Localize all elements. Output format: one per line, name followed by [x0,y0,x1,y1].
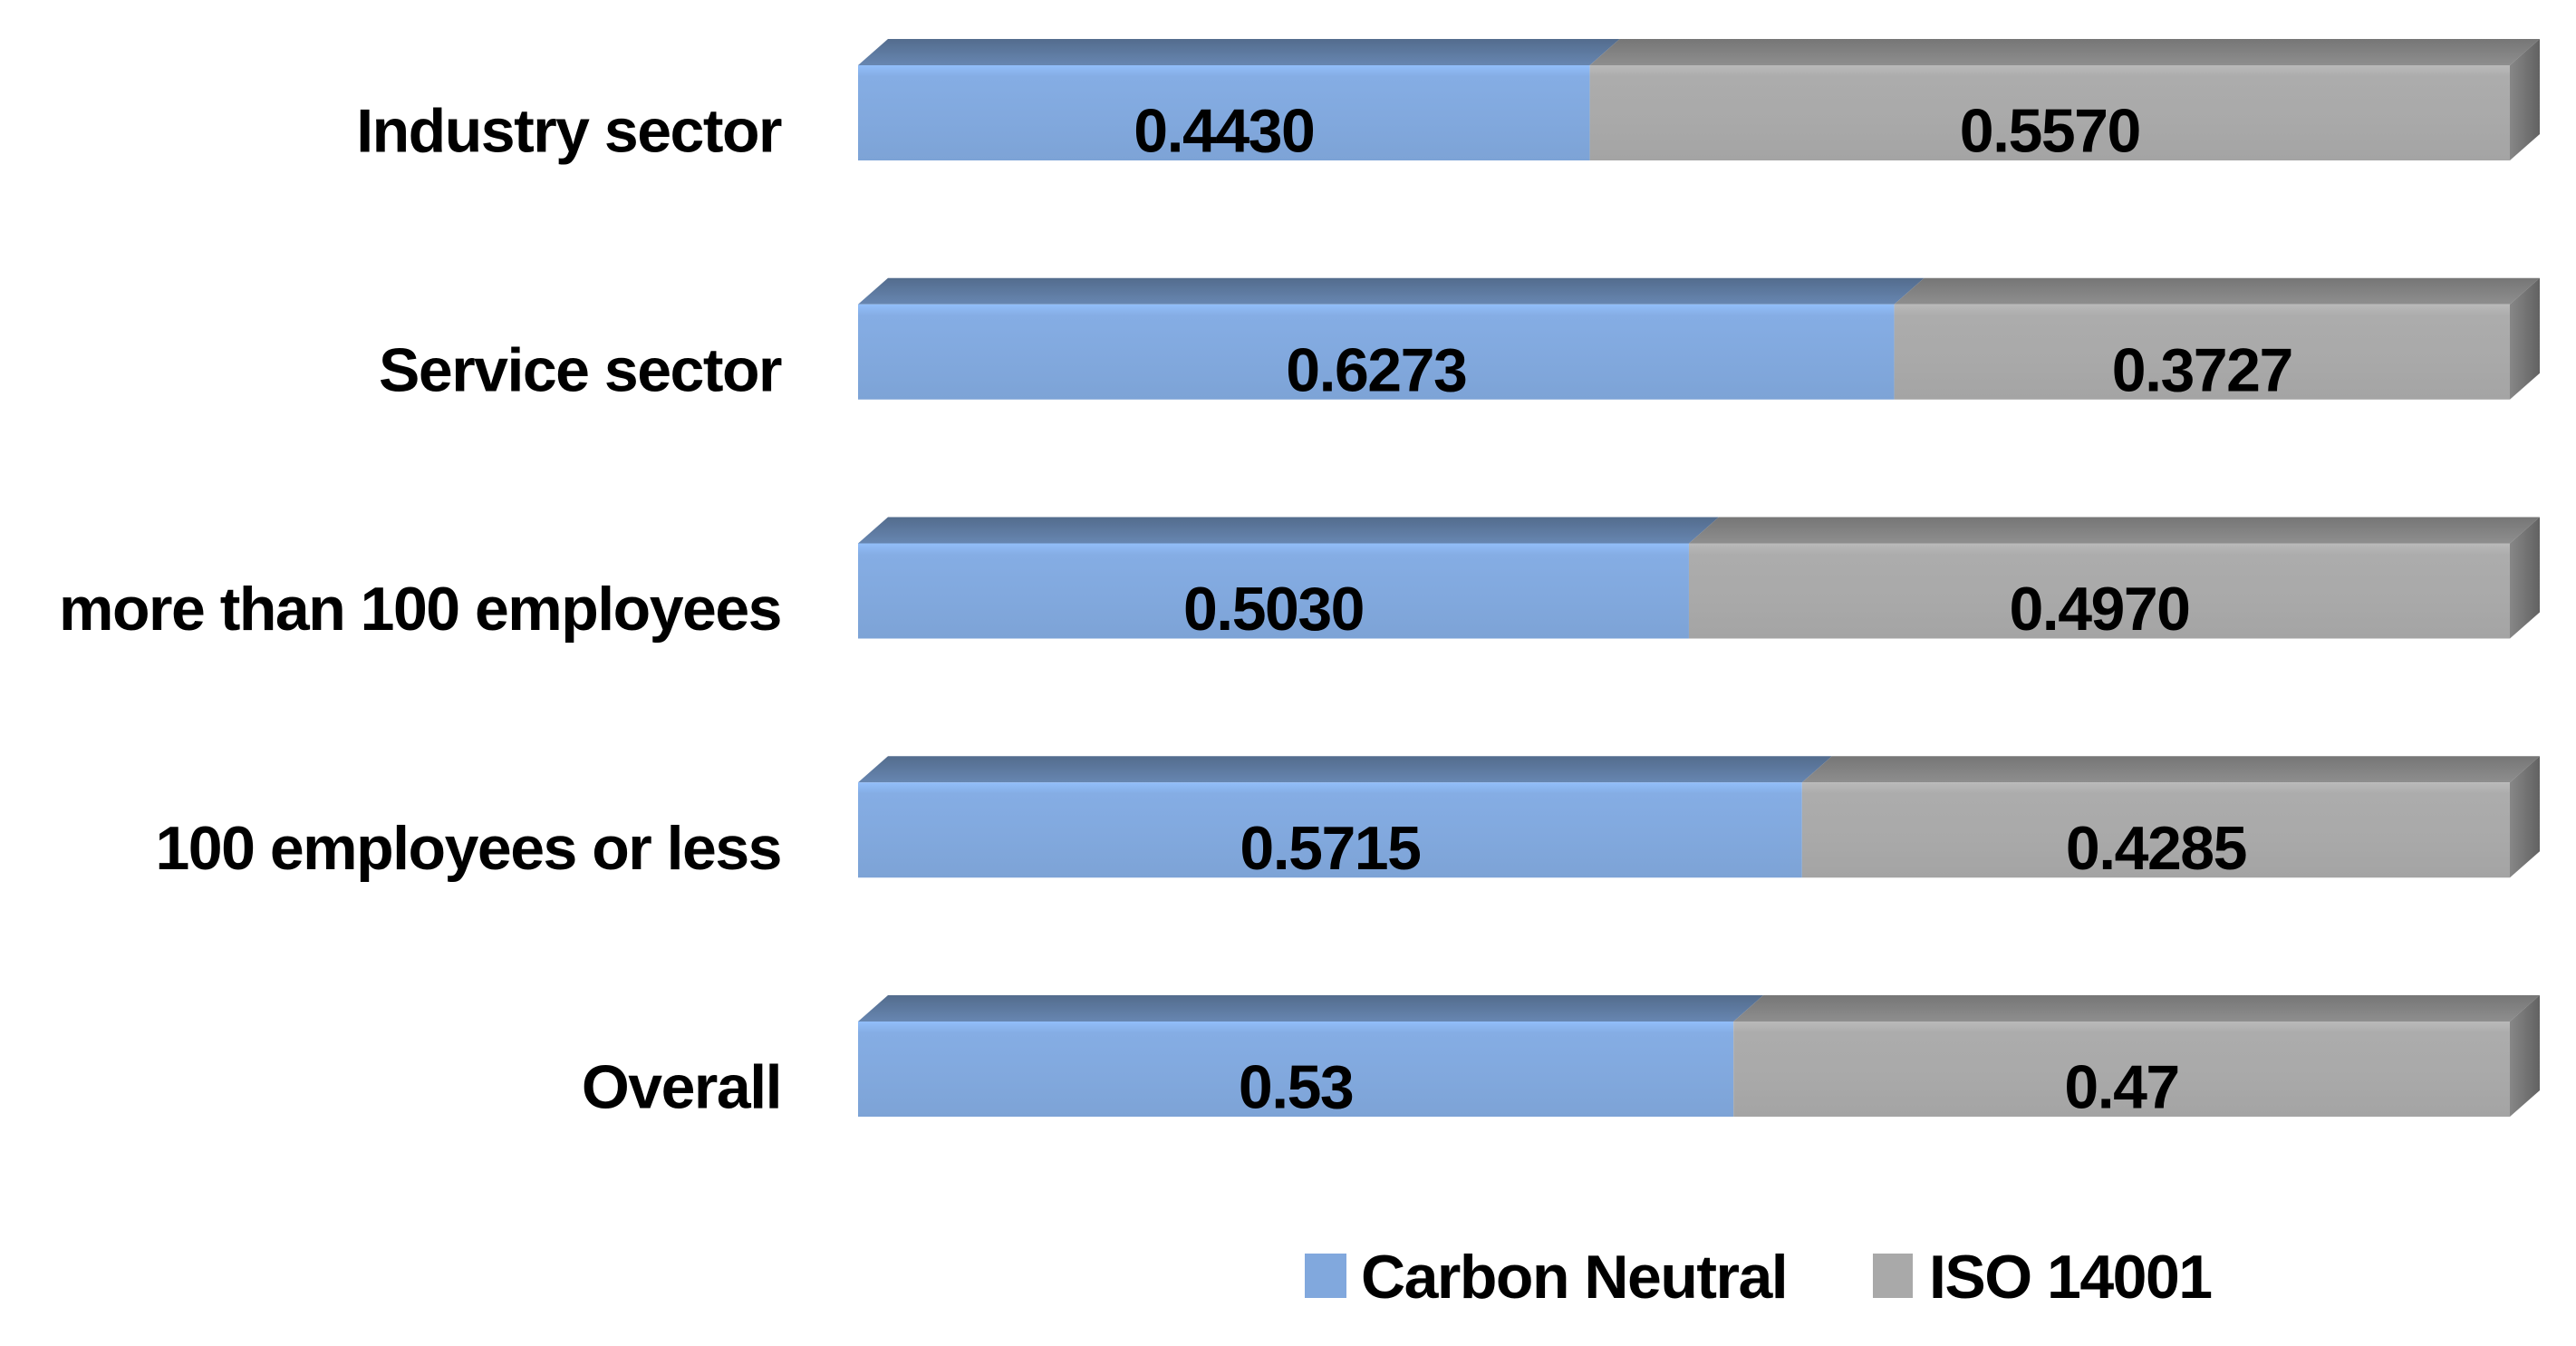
legend: Carbon Neutral ISO 14001 [1305,1243,2213,1312]
bar-top-face-iso-14001 [1801,756,2540,783]
bar-side-face-iso-14001 [2510,39,2540,160]
bar-top-face-carbon-neutral [858,517,1719,544]
value-label-carbon-neutral: 0.53 [1239,1053,1353,1122]
bar-segment-carbon-neutral [858,1022,1734,1117]
bar-side-face-iso-14001 [2510,517,2540,639]
bar-top-face-carbon-neutral [858,756,1832,783]
bar-segment-carbon-neutral [858,782,1802,878]
category-label: Industry sector [356,97,782,166]
bar-segment-carbon-neutral [858,304,1895,400]
bar-top-face-iso-14001 [1688,517,2540,544]
bar-segment-iso-14001 [1801,782,2510,878]
value-label-iso-14001: 0.4285 [2066,814,2246,883]
bar-top-face-carbon-neutral [858,277,1925,305]
bar-segment-carbon-neutral [858,543,1689,639]
value-label-carbon-neutral: 0.5715 [1240,814,1420,883]
category-label: more than 100 employees [59,575,781,644]
value-label-iso-14001: 0.47 [2064,1053,2178,1122]
legend-label-iso-14001: ISO 14001 [1929,1243,2212,1312]
value-label-carbon-neutral: 0.6273 [1286,335,1466,404]
bar-top-face-iso-14001 [1894,277,2540,305]
category-label: Service sector [379,335,782,404]
category-label: Overall [582,1053,781,1122]
bars-group: Industry sector 0.4430 0.5570 Service secto… [59,39,2540,1122]
value-label-iso-14001: 0.3727 [2112,335,2292,404]
bar-segment-iso-14001 [1688,543,2510,639]
category-label: 100 employees or less [155,814,781,883]
value-label-carbon-neutral: 0.5030 [1183,575,1364,644]
bar-segment-iso-14001 [1589,65,2510,160]
bar-segment-iso-14001 [1894,304,2510,400]
legend-swatch-carbon-neutral [1305,1254,1346,1298]
bar-top-face-carbon-neutral [858,39,1620,65]
value-label-carbon-neutral: 0.4430 [1134,97,1314,166]
legend-swatch-iso-14001 [1873,1254,1913,1298]
value-label-iso-14001: 0.5570 [1960,97,2140,166]
bar-side-face-iso-14001 [2510,277,2540,400]
bar-side-face-iso-14001 [2510,756,2540,878]
bar-segment-carbon-neutral [858,65,1590,160]
bar-segment-iso-14001 [1733,1022,2510,1117]
value-label-iso-14001: 0.4970 [2009,575,2189,644]
bar-top-face-carbon-neutral [858,995,1764,1022]
bar-top-face-iso-14001 [1733,995,2540,1022]
bar-top-face-iso-14001 [1589,39,2540,65]
bar-side-face-iso-14001 [2510,995,2540,1117]
legend-label-carbon-neutral: Carbon Neutral [1361,1243,1787,1312]
